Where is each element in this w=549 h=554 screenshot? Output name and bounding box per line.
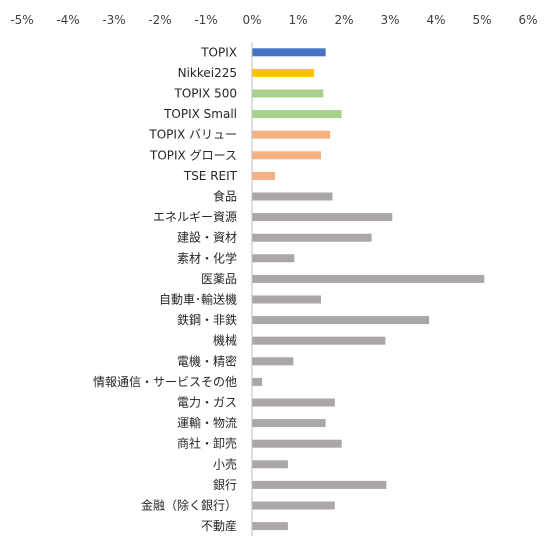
x-tick-label: 5% [472,13,491,27]
bar [252,357,294,366]
category-label: 鉄鋼・非鉄 [177,312,237,327]
bar [252,192,333,201]
bar [252,274,485,283]
category-label: TOPIX 500 [174,87,238,101]
x-tick-label: -4% [56,13,79,27]
x-tick-label: 6% [518,13,537,27]
bar [252,110,342,119]
bar [252,233,372,242]
category-label: 素材・化学 [177,250,237,265]
x-tick-label: 3% [380,13,399,27]
bar [252,377,263,386]
category-label: 商社・卸売 [177,436,237,451]
category-label: 情報通信・サービスその他 [93,375,237,389]
category-label: TOPIX Small [163,107,237,121]
bars [252,48,485,531]
category-label: 電機・精密 [177,353,237,368]
category-label: TOPIX [200,45,237,59]
category-label: 建設・資材 [177,230,237,245]
bar [252,398,335,407]
bar [252,89,324,98]
bar [252,336,386,345]
bar [252,254,295,263]
x-tick-label: -2% [148,13,171,27]
bar [252,316,430,325]
category-label: TSE REIT [183,169,238,183]
category-label: 小売 [213,456,237,471]
category-label: 食品 [213,189,237,204]
category-label: エネルギー資源 [153,210,237,224]
bar [252,439,342,448]
x-tick-label: -5% [10,13,33,27]
bar [252,480,387,489]
bar [252,171,275,180]
bar [252,419,326,428]
category-label: 銀行 [213,478,237,492]
bar [252,501,335,510]
x-tick-label: 1% [288,13,307,27]
bar [252,151,321,160]
bar [252,460,288,469]
bar [252,68,315,77]
x-tick-label: -3% [102,13,125,27]
bar [252,522,288,531]
bar [252,130,331,139]
bar [252,213,393,222]
x-tick-label: 2% [334,13,353,27]
bar [252,48,326,57]
category-label: 不動産 [201,518,237,533]
category-label: Nikkei225 [178,66,237,80]
x-tick-label: 0% [242,13,261,27]
category-label: 医薬品 [201,272,237,286]
category-label: TOPIX バリュー [148,128,237,142]
category-label: 金融（除く銀行） [141,498,237,513]
x-tick-label: 4% [426,13,445,27]
x-axis-ticks: -5% -4% -3% -2% -1% 0% 1% 2% 3% 4% 5% 6% [10,13,537,27]
category-label: TOPIX グロース [149,148,237,162]
x-tick-label: -1% [194,13,217,27]
bar [252,295,321,304]
category-label: 電力・ガス [177,396,237,410]
category-label: 自動車･輸送機 [159,292,237,307]
category-labels: TOPIX Nikkei225 TOPIX 500 TOPIX Small TOPIX … [93,45,238,533]
category-label: 運輸・物流 [177,415,237,430]
category-label: 機械 [213,333,237,348]
